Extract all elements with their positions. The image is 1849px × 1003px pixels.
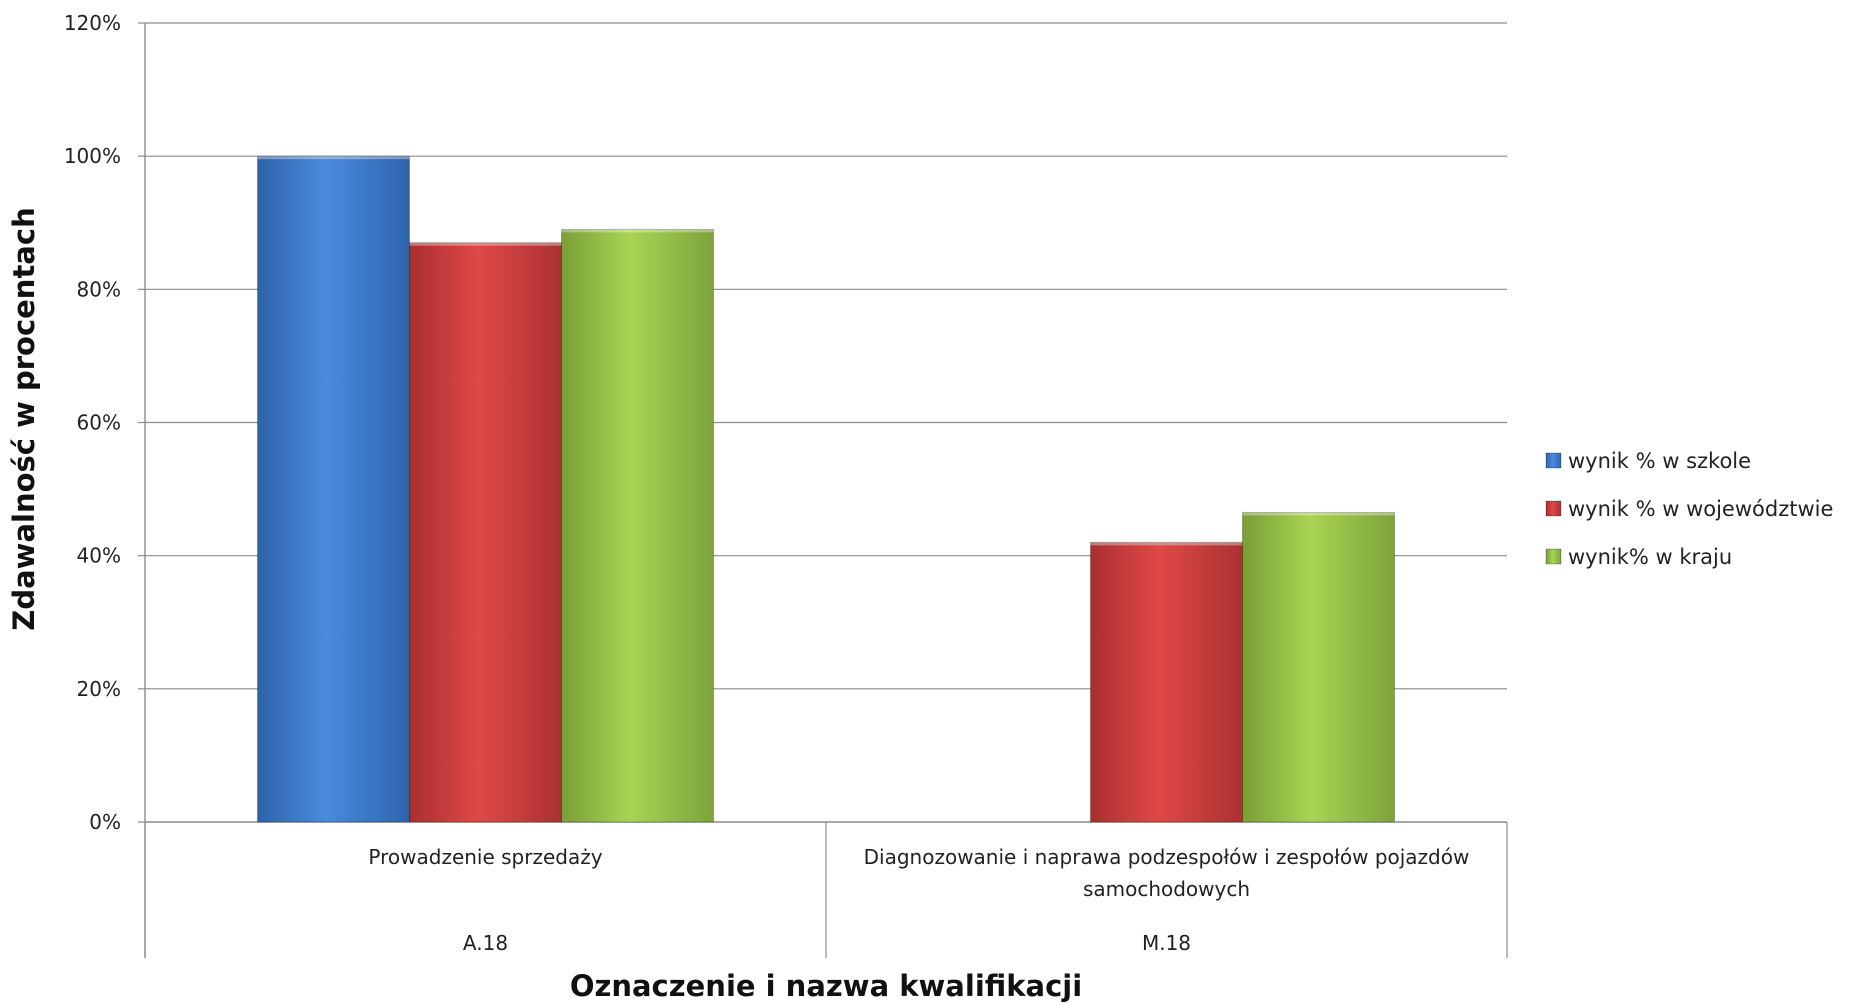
legend-swatch [1545, 452, 1562, 469]
y-tick-label: 80% [77, 277, 121, 301]
legend-swatch [1545, 548, 1562, 565]
y-tick-label: 100% [64, 144, 121, 168]
y-tick-label: 20% [77, 677, 121, 701]
y-tick-label: 0% [89, 810, 121, 834]
legend: wynik % w szkole wynik % w województwie wy… [1545, 449, 1833, 569]
bar-top-highlight [257, 156, 410, 160]
legend-swatch [1545, 500, 1562, 517]
bar [409, 242, 562, 823]
x-category-labels: Prowadzenie sprzedaży A.18 Diagnozowanie i… [368, 845, 1469, 955]
category-code-label: A.18 [463, 931, 508, 955]
bar [1090, 541, 1243, 823]
y-tick-labels: 0% 20% 40% 60% 80% 100% 120% [64, 11, 121, 834]
bar-top-highlight [1090, 542, 1243, 546]
category-name-label: Prowadzenie sprzedaży [368, 845, 602, 869]
y-tick-label: 60% [77, 411, 121, 435]
category-name-label: Diagnozowanie i naprawa podzespołów i ze… [864, 845, 1470, 869]
x-axis-title: Oznaczenie i nazwa kwalifikacji [570, 969, 1082, 1003]
bar-top-highlight [409, 242, 562, 246]
legend-label: wynik % w szkole [1568, 449, 1751, 473]
y-tick-label: 40% [77, 544, 121, 568]
bar-top-highlight [1242, 512, 1395, 516]
legend-label: wynik% w kraju [1568, 545, 1732, 569]
y-axis-title: Zdawalność w procentach [7, 207, 41, 630]
bar-top-highlight [561, 229, 714, 233]
bar [1242, 511, 1395, 823]
category-name-label: samochodowych [1083, 877, 1250, 901]
bar [561, 228, 714, 823]
category-code-label: M.18 [1142, 931, 1191, 955]
bars [257, 155, 1395, 823]
legend-label: wynik % w województwie [1568, 497, 1833, 521]
y-tick-label: 120% [64, 11, 121, 35]
bar [257, 155, 410, 823]
